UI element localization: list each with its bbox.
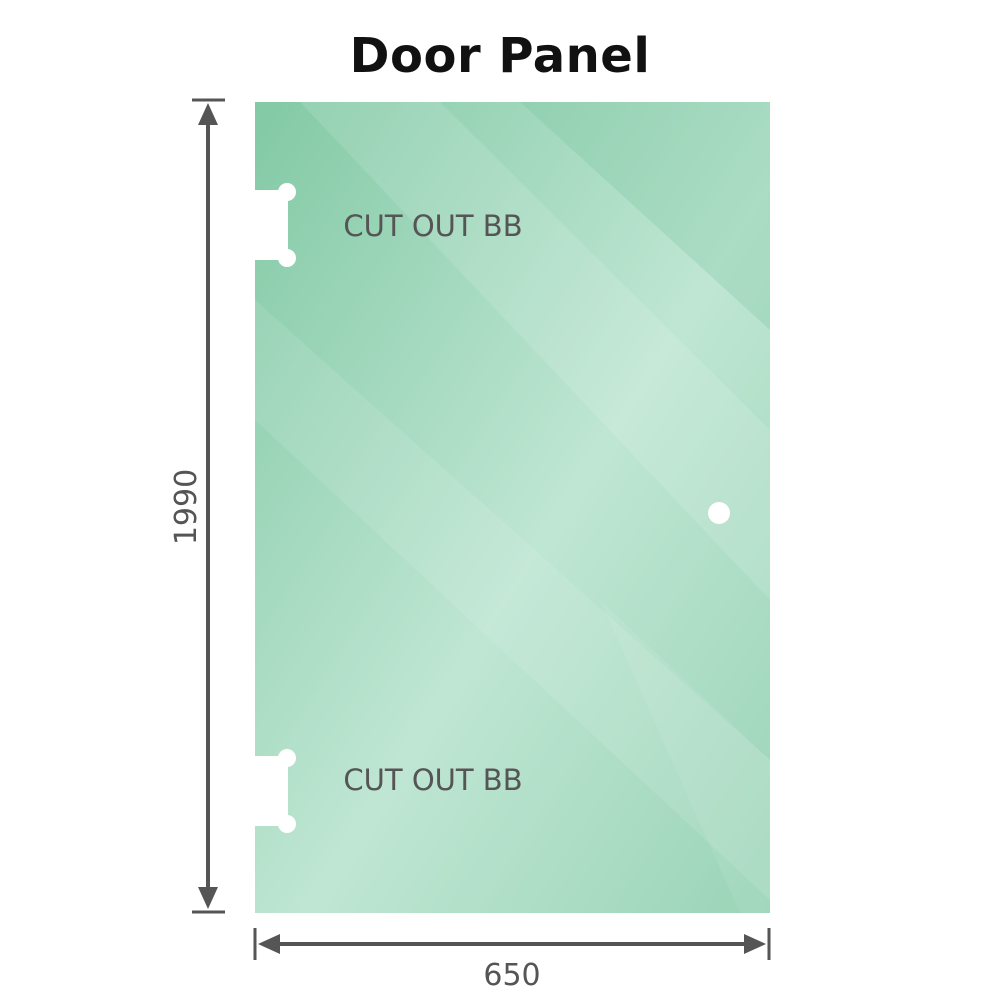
height-dimension-label: 1990: [169, 469, 204, 545]
cutout-label-top: CUT OUT BB: [343, 209, 522, 243]
width-dimension-line: [253, 928, 771, 960]
glass-panel: [255, 102, 770, 913]
cutout-top: [250, 183, 296, 267]
cutout-bottom: [250, 749, 296, 833]
diagram-title: Door Panel: [349, 28, 651, 84]
height-dimension-line: [192, 98, 225, 914]
cutout-label-bottom: CUT OUT BB: [343, 763, 522, 797]
handle-hole: [708, 502, 730, 524]
width-dimension-label: 650: [483, 958, 540, 993]
